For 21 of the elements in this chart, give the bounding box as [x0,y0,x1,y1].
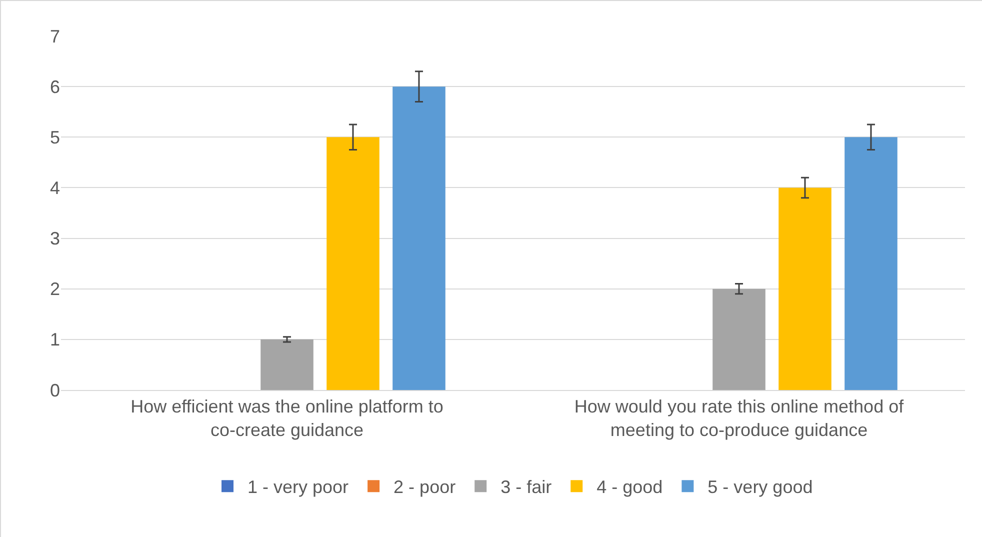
bar [712,288,766,390]
legend-label: 1 - very poor [248,477,349,498]
legend-label: 3 - fair [500,477,552,498]
x-tick-label: How would you rate this online method of meeting to co-produce guidance [574,396,905,440]
y-tick-label: 0 [50,380,60,400]
bar [844,137,898,390]
legend-label: 2 - poor [394,477,456,498]
y-tick-label: 6 [50,76,60,97]
y-tick-label: 3 [50,228,60,249]
y-tick-label: 2 [50,279,60,300]
y-tick-label: 4 [50,178,60,198]
y-tick-label: 7 [50,26,60,46]
x-tick-label: How efficient was the online platform to co-create guidance [130,396,444,440]
legend-label: 5 - very good [708,477,813,498]
bar [260,339,314,390]
bar [326,137,380,390]
y-tick-label: 5 [50,127,60,148]
bar [778,188,832,390]
legend-label: 4 - good [596,477,663,498]
y-tick-label: 1 [50,330,60,350]
bar [392,86,446,390]
